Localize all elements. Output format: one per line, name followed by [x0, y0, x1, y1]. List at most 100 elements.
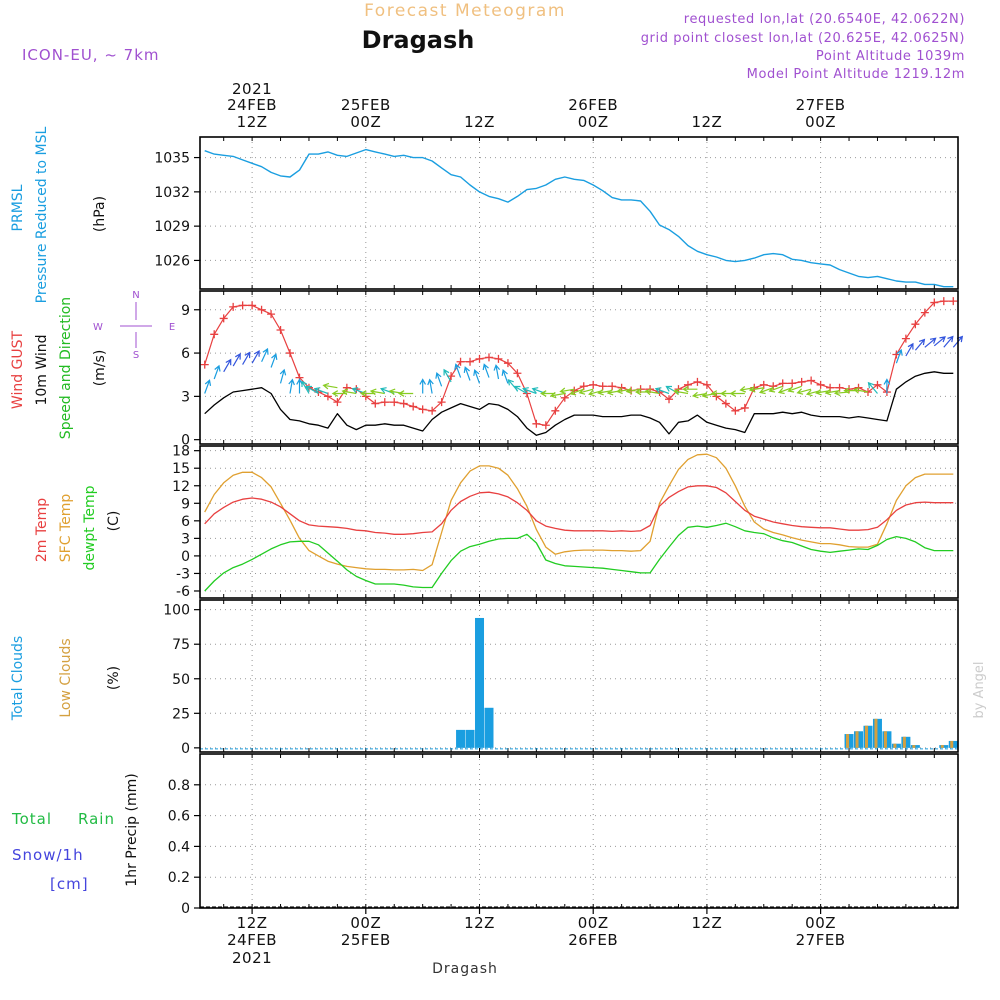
- temp-panel-labels: 2m Temp SFC Temp dewpt Temp (C): [34, 485, 122, 570]
- wind-label-dir: Speed and Direction: [58, 297, 74, 439]
- wind-direction-arrow: [549, 391, 565, 399]
- t2m-line: [204, 485, 954, 535]
- bottom-date-label: 25FEB: [341, 931, 391, 949]
- panel-frame: [199, 753, 959, 909]
- gust-marker: [949, 297, 958, 306]
- top-date-label: 26FEB: [568, 96, 618, 114]
- low-clouds-bar: [940, 745, 944, 748]
- sfc-temp-line: [204, 453, 954, 572]
- gust-marker: [428, 406, 437, 415]
- gust-marker: [210, 330, 219, 339]
- gust-marker: [911, 320, 920, 329]
- precip-label-snow: Snow/1h: [12, 846, 84, 864]
- gust-marker: [608, 382, 617, 391]
- gust-marker: [276, 325, 285, 334]
- top-hour-label: 00Z: [350, 113, 381, 131]
- top-hour-label: 12Z: [464, 113, 495, 131]
- wind-direction-arrow: [883, 378, 891, 394]
- wind-panel-labels: Wind GUST 10m Wind Speed and Direction (…: [10, 297, 108, 439]
- total-clouds-bar: [456, 729, 466, 748]
- precip-label-total: Total: [11, 810, 52, 828]
- wind-direction-arrow: [242, 351, 251, 365]
- top-hour-label: 12Z: [691, 113, 722, 131]
- model-altitude: Model Point Altitude 1219.12m: [747, 67, 965, 82]
- precip-panel: 0 0.2 0.4 0.6 0.8: [168, 753, 959, 917]
- clouds-panel-labels: Total Clouds Low Clouds (%): [10, 636, 122, 721]
- y-tick-label: 0.6: [168, 809, 190, 825]
- gust-marker: [418, 405, 427, 414]
- temp-label-sfc: SFC Temp: [58, 494, 74, 563]
- precip-label-cm: [cm]: [50, 875, 89, 893]
- model-name: ICON-EU, ~ 7km: [22, 46, 160, 64]
- wind-direction-arrow: [313, 387, 329, 395]
- gust-marker: [475, 354, 484, 363]
- wind-direction-arrow: [796, 388, 812, 395]
- wind-direction-arrow: [322, 382, 338, 390]
- gust-marker: [409, 402, 418, 411]
- y-tick-label: 50: [172, 672, 190, 688]
- y-tick-label: 75: [172, 637, 190, 653]
- y-tick-label: -6: [176, 584, 190, 600]
- gust-marker: [920, 308, 929, 317]
- bottom-hour-label: 12Z: [691, 914, 722, 932]
- low-clouds-bar: [893, 743, 897, 748]
- top-hour-label: 12Z: [237, 113, 268, 131]
- wind-direction-arrow: [232, 352, 241, 367]
- gust-marker: [901, 334, 910, 343]
- y-tick-label: 0: [181, 901, 190, 917]
- gust-marker: [702, 380, 711, 389]
- pressure-panel: 1026 1029 1032 1035: [154, 136, 959, 290]
- y-tick-label: 1026: [154, 253, 190, 269]
- point-altitude: Point Altitude 1039m: [816, 49, 965, 64]
- gust-marker: [257, 305, 266, 314]
- wind-direction-arrow: [279, 368, 287, 384]
- pressure-line: [204, 148, 954, 288]
- gust-marker: [721, 399, 730, 408]
- y-tick-label: 25: [172, 706, 190, 722]
- chart-title: Forecast Meteogram: [364, 1, 566, 21]
- temp-label-dewpt: dewpt Temp: [82, 485, 98, 570]
- gust-marker: [494, 354, 503, 363]
- wind-direction-arrow: [513, 385, 528, 395]
- top-year-label: 2021: [232, 80, 272, 98]
- low-clouds-bar: [902, 736, 906, 748]
- gust-marker: [323, 392, 332, 401]
- panel-frame: [199, 136, 959, 290]
- wind-direction-arrow: [943, 335, 954, 348]
- wind-compass: N W E S: [93, 290, 175, 361]
- pressure-panel-labels: PRMSL Pressure Reduced to MSL (hPa): [10, 126, 108, 303]
- panel-frame: [199, 290, 959, 445]
- total-clouds-bar: [484, 707, 494, 748]
- wind-direction-arrow: [569, 388, 584, 396]
- wind-direction-arrow: [673, 388, 689, 396]
- total-clouds-bar: [465, 729, 475, 748]
- wind-direction-arrow: [341, 388, 357, 396]
- y-tick-label: 6: [181, 514, 190, 530]
- bottom-hour-label: 12Z: [237, 914, 268, 932]
- panel-frame: [199, 445, 959, 599]
- precip-unit: 1hr Precip (mm): [124, 773, 140, 886]
- wind-direction-arrow: [501, 369, 509, 384]
- wind-direction-arrow: [924, 337, 937, 348]
- gust-marker: [456, 357, 465, 366]
- compass-n: N: [132, 290, 139, 301]
- gust-marker: [731, 406, 740, 415]
- temp-unit: (C): [106, 511, 122, 532]
- gust-marker: [219, 314, 228, 323]
- wind-direction-arrow: [578, 388, 594, 395]
- low-clouds-bar: [912, 745, 916, 748]
- bottom-date-label: 24FEB: [227, 931, 277, 949]
- low-clouds-bar: [846, 734, 850, 748]
- wind-direction-arrow: [369, 388, 385, 396]
- y-tick-label: 0: [181, 433, 190, 449]
- wind-direction-arrow: [473, 369, 481, 384]
- total-clouds-bar: [475, 617, 485, 748]
- gust-marker: [589, 380, 598, 389]
- top-date-label: 27FEB: [796, 96, 846, 114]
- low-clouds-bar: [874, 718, 878, 748]
- top-hour-label: 00Z: [805, 113, 836, 131]
- wind-direction-arrow: [933, 336, 946, 347]
